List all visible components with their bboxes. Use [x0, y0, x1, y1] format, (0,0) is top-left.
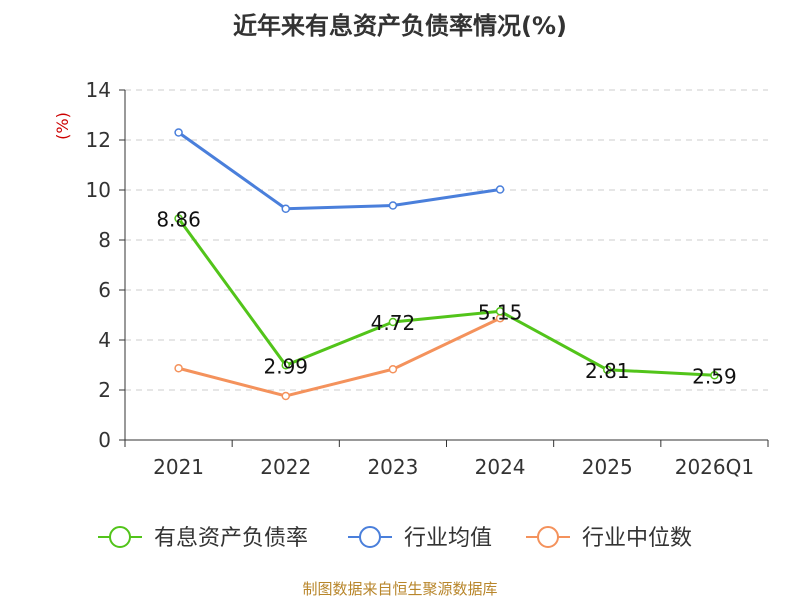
- y-tick-label: 6: [98, 278, 111, 302]
- y-axis-label: (%): [53, 112, 72, 140]
- data-point: [495, 185, 505, 194]
- legend-item-0: 有息资产负债率: [98, 526, 308, 551]
- x-tick-label: 2022: [260, 455, 311, 479]
- series-group: [174, 128, 719, 401]
- x-tick-label: 2021: [153, 455, 204, 479]
- source-note: 制图数据来自恒生聚源数据库: [302, 580, 497, 598]
- data-point: [174, 128, 183, 137]
- legend: 有息资产负债率 行业均值 行业中位数: [98, 526, 692, 551]
- data-label: 2.81: [585, 359, 630, 383]
- data-label: 8.86: [156, 208, 201, 232]
- data-point: [281, 361, 290, 370]
- data-label: 2.59: [692, 364, 737, 388]
- data-point: [281, 204, 290, 213]
- x-tick-label: 2023: [367, 455, 418, 479]
- data-label: 4.72: [371, 311, 416, 335]
- data-point: [495, 307, 505, 316]
- y-tick-label: 2: [98, 378, 111, 402]
- x-tick-label: 2025: [582, 455, 633, 479]
- x-tick-label: 2026Q1: [675, 455, 754, 479]
- legend-item-2: 行业中位数: [526, 526, 692, 551]
- data-point: [388, 365, 398, 374]
- data-point: [174, 214, 183, 223]
- y-tick-label: 10: [86, 178, 111, 202]
- chart-title: 近年来有息资产负债率情况(%): [233, 12, 567, 40]
- grid-lines: [125, 89, 768, 391]
- legend-label: 行业中位数: [582, 526, 692, 551]
- y-tick-label: 12: [86, 128, 111, 152]
- legend-item-1: 行业均值: [348, 526, 492, 551]
- data-label: 5.15: [478, 300, 523, 324]
- legend-marker: [109, 526, 131, 548]
- data-label: 2.99: [263, 354, 308, 378]
- legend-label: 行业均值: [404, 526, 492, 551]
- data-point: [710, 371, 719, 380]
- series-line-1: [177, 131, 501, 211]
- legend-label: 有息资产负债率: [154, 526, 308, 551]
- data-point: [388, 317, 398, 327]
- data-point: [603, 365, 612, 374]
- data-point: [174, 364, 183, 373]
- series-line-0: [177, 217, 715, 377]
- data-point: [388, 201, 398, 210]
- y-tick-label: 0: [98, 428, 111, 452]
- y-tick-label: 8: [98, 228, 111, 252]
- legend-marker: [359, 526, 381, 548]
- y-tick-label: 14: [86, 78, 111, 102]
- data-point: [281, 391, 290, 401]
- legend-marker: [537, 526, 559, 548]
- data-labels: 8.86 2.99 4.72 5.15 2.81 2.59: [156, 208, 736, 389]
- axes: 0 2 4 6 8 10 12 14 2021 2022 2023 2024 2025 2026Q1: [86, 78, 769, 479]
- x-tick-label: 2024: [475, 455, 526, 479]
- series-line-2: [178, 316, 501, 398]
- y-tick-label: 4: [98, 328, 111, 352]
